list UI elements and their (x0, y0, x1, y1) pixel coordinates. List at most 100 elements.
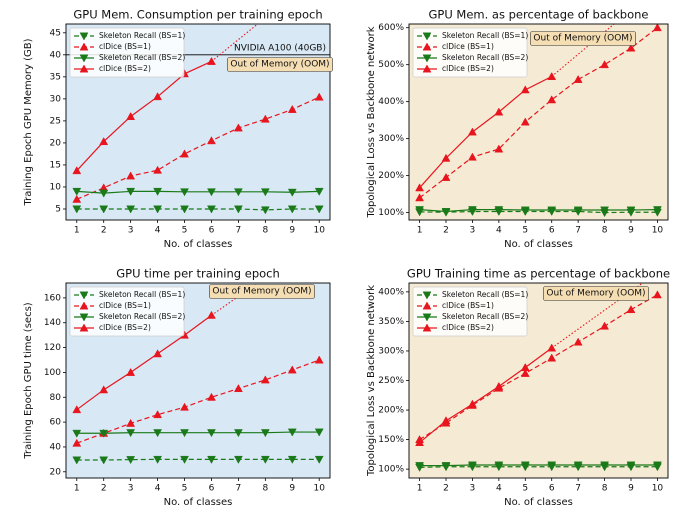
oom-annotation: Out of Memory (OOM) (546, 289, 645, 299)
marker (494, 107, 504, 116)
subplot: GPU Training time as percentage of backb… (366, 267, 670, 508)
marker (468, 127, 477, 136)
x-tick-label: 9 (628, 226, 634, 236)
marker (153, 187, 163, 196)
legend-label: Skeleton Recall (BS=1) (99, 31, 185, 40)
y-tick-label: 160 (44, 293, 61, 303)
marker (287, 365, 297, 374)
series-line (419, 209, 658, 213)
marker (494, 461, 504, 470)
y-tick-label: 150% (378, 435, 404, 445)
oom-box (530, 31, 636, 46)
marker (494, 381, 504, 390)
marker (207, 56, 216, 65)
y-tick-label: 350% (378, 317, 404, 327)
marker (468, 461, 477, 470)
legend-label: Skeleton Recall (BS=2) (99, 53, 185, 62)
subplot: GPU Mem. Consumption per training epoch N… (23, 8, 333, 250)
marker (72, 456, 82, 465)
marker (573, 206, 583, 215)
marker (99, 189, 109, 198)
legend: Skeleton Recall (BS=1) clDice (BS=1) Skele… (69, 27, 185, 78)
y-tick-label: 120 (44, 343, 61, 353)
marker (233, 429, 243, 438)
marker (153, 349, 163, 358)
marker (547, 95, 557, 104)
series-line (76, 314, 212, 411)
marker (415, 193, 424, 202)
x-tick-label: 8 (602, 226, 608, 236)
x-tick-label: 1 (74, 226, 80, 236)
marker (520, 368, 530, 377)
x-tick-label: 3 (470, 484, 476, 494)
marker (415, 206, 424, 215)
marker (600, 321, 609, 330)
x-tick-label: 2 (443, 226, 449, 236)
axes-frame (65, 23, 331, 221)
marker (180, 455, 189, 464)
marker (99, 456, 109, 465)
chart-title: GPU Mem. as percentage of backbone (428, 8, 648, 22)
legend-label: Skeleton Recall (BS=2) (442, 53, 528, 62)
marker (422, 313, 432, 322)
y-tick-label: 20 (50, 138, 62, 148)
x-tick-label: 4 (496, 484, 502, 494)
marker (260, 114, 270, 123)
marker (72, 187, 82, 196)
y-tick-label: 10 (50, 182, 62, 192)
x-tick-label: 7 (575, 484, 581, 494)
marker (233, 455, 243, 464)
y-tick-label: 100% (378, 465, 404, 475)
marker (79, 42, 89, 51)
marker (287, 455, 297, 464)
marker (153, 455, 163, 464)
marker (441, 172, 451, 181)
axes-frame (65, 282, 331, 479)
y-tick-label: 60 (50, 418, 62, 428)
plot-lines (415, 24, 662, 218)
x-tick-label: 10 (652, 484, 664, 494)
x-tick-label: 9 (289, 226, 295, 236)
axes-frame (408, 282, 669, 479)
reference-label: NVIDIA A100 (40GB) (234, 43, 326, 53)
legend-label: clDice (BS=1) (442, 42, 494, 51)
series-line (419, 27, 658, 199)
marker (520, 362, 530, 371)
y-tick-label: 30 (50, 94, 62, 104)
y-tick-label: 35 (50, 72, 61, 82)
oom-box (227, 57, 333, 72)
y-axis-label: Training Epoch GPU time (secs) (23, 302, 34, 459)
marker (314, 205, 324, 214)
oom-projection (551, 24, 615, 77)
marker (441, 153, 451, 162)
marker (153, 165, 163, 174)
series-line (76, 458, 320, 461)
legend-label: clDice (BS=2) (99, 323, 151, 332)
marker (468, 152, 477, 161)
y-tick-label: 600% (378, 23, 404, 33)
series-line (76, 190, 320, 194)
series-line (419, 347, 553, 444)
x-tick-label: 3 (128, 484, 134, 494)
marker (653, 206, 662, 215)
marker (600, 60, 609, 69)
marker (72, 166, 82, 175)
oom-annotation: Out of Memory (OOM) (533, 34, 632, 44)
marker (260, 375, 270, 384)
plot-lines (72, 283, 324, 465)
marker (314, 92, 324, 101)
x-tick-label: 10 (313, 226, 325, 236)
y-tick-label: 100% (378, 208, 404, 218)
subplot: GPU Mem. as percentage of backbone No. of… (366, 8, 669, 250)
marker (468, 206, 477, 215)
chart-title: GPU time per training epoch (116, 267, 280, 281)
x-tick-label: 6 (209, 226, 215, 236)
y-tick-label: 15 (50, 160, 61, 170)
marker (126, 418, 136, 427)
marker (153, 205, 163, 214)
legend-box (412, 286, 528, 337)
legend-box (69, 27, 185, 78)
y-axis-label: Training Epoch GPU Memory (GB) (23, 38, 34, 206)
y-tick-label: 80 (50, 393, 62, 403)
marker (287, 188, 297, 197)
